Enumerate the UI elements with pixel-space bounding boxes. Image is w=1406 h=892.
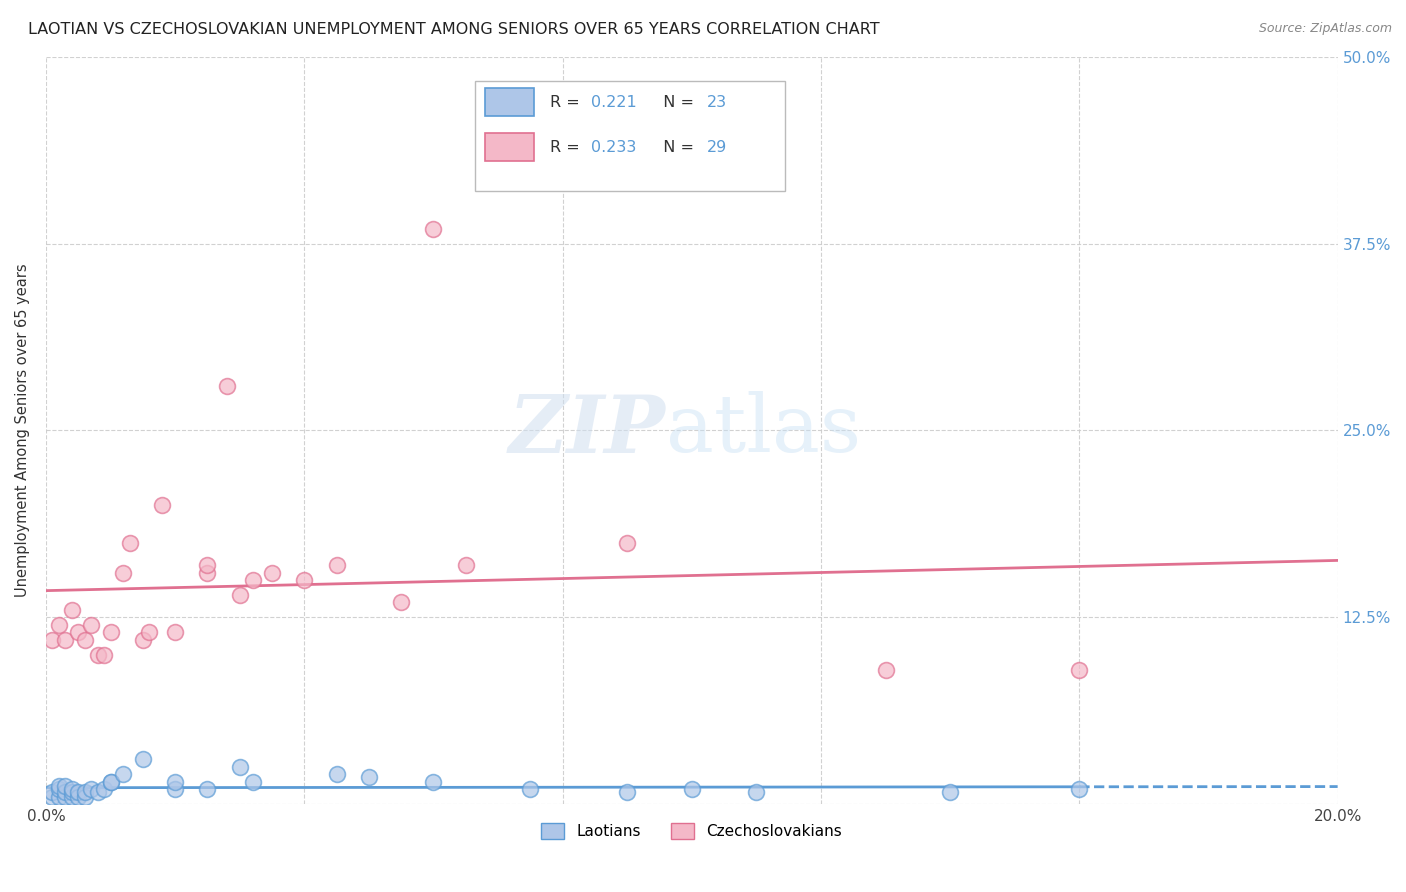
Point: [48, 789, 70, 804]
Point: [73, 789, 96, 804]
Point: [112, 767, 135, 781]
Point: [60, 789, 83, 804]
Point: [616, 535, 638, 549]
Point: [325, 767, 347, 781]
Text: R =: R =: [550, 140, 585, 154]
Point: [422, 221, 444, 235]
Legend: Laotians, Czechoslovakians: Laotians, Czechoslovakians: [536, 817, 848, 846]
Point: [48, 782, 70, 797]
Point: [138, 625, 160, 640]
Point: [41, 785, 63, 799]
Point: [228, 760, 250, 774]
Point: [1069, 782, 1091, 797]
Point: [73, 785, 96, 799]
Text: N =: N =: [652, 140, 699, 154]
Point: [325, 558, 347, 572]
Point: [165, 775, 187, 789]
Point: [215, 378, 238, 392]
Point: [53, 789, 76, 804]
Point: [197, 566, 219, 580]
Text: 23: 23: [707, 95, 727, 110]
Point: [80, 618, 103, 632]
FancyBboxPatch shape: [485, 133, 534, 161]
Text: 0.233: 0.233: [591, 140, 637, 154]
Point: [165, 625, 187, 640]
Point: [86, 648, 108, 662]
FancyBboxPatch shape: [475, 80, 785, 191]
Point: [228, 588, 250, 602]
Point: [292, 573, 315, 587]
Point: [242, 775, 264, 789]
Point: [100, 625, 122, 640]
Point: [86, 785, 108, 799]
Point: [53, 785, 76, 799]
Point: [67, 785, 90, 799]
Point: [389, 595, 412, 609]
Point: [150, 498, 173, 512]
Point: [197, 558, 219, 572]
Point: [118, 535, 141, 549]
Point: [519, 782, 541, 797]
Y-axis label: Unemployment Among Seniors over 65 years: Unemployment Among Seniors over 65 years: [15, 264, 30, 598]
Point: [745, 785, 768, 799]
Text: R =: R =: [550, 95, 585, 110]
Text: atlas: atlas: [666, 392, 860, 469]
Point: [60, 603, 83, 617]
Point: [67, 625, 90, 640]
Text: LAOTIAN VS CZECHOSLOVAKIAN UNEMPLOYMENT AMONG SENIORS OVER 65 YEARS CORRELATION : LAOTIAN VS CZECHOSLOVAKIAN UNEMPLOYMENT …: [28, 22, 880, 37]
Point: [53, 780, 76, 794]
Text: Source: ZipAtlas.com: Source: ZipAtlas.com: [1258, 22, 1392, 36]
Point: [93, 782, 115, 797]
Point: [132, 632, 155, 647]
Text: ZIP: ZIP: [509, 392, 666, 469]
Point: [939, 785, 962, 799]
Point: [48, 618, 70, 632]
Point: [48, 780, 70, 794]
Point: [112, 566, 135, 580]
Point: [132, 752, 155, 766]
Point: [53, 632, 76, 647]
Text: 29: 29: [707, 140, 727, 154]
Point: [73, 632, 96, 647]
Point: [67, 789, 90, 804]
Point: [197, 782, 219, 797]
Point: [80, 782, 103, 797]
Text: 0.221: 0.221: [591, 95, 637, 110]
Point: [681, 782, 703, 797]
Point: [454, 558, 477, 572]
Point: [357, 771, 380, 785]
Point: [60, 782, 83, 797]
Point: [60, 785, 83, 799]
Point: [242, 573, 264, 587]
Point: [422, 775, 444, 789]
Point: [260, 566, 283, 580]
FancyBboxPatch shape: [485, 88, 534, 117]
Point: [875, 663, 897, 677]
Point: [165, 782, 187, 797]
Point: [41, 632, 63, 647]
Point: [100, 775, 122, 789]
Point: [41, 789, 63, 804]
Point: [93, 648, 115, 662]
Text: N =: N =: [652, 95, 699, 110]
Point: [616, 785, 638, 799]
Point: [1069, 663, 1091, 677]
Point: [100, 775, 122, 789]
